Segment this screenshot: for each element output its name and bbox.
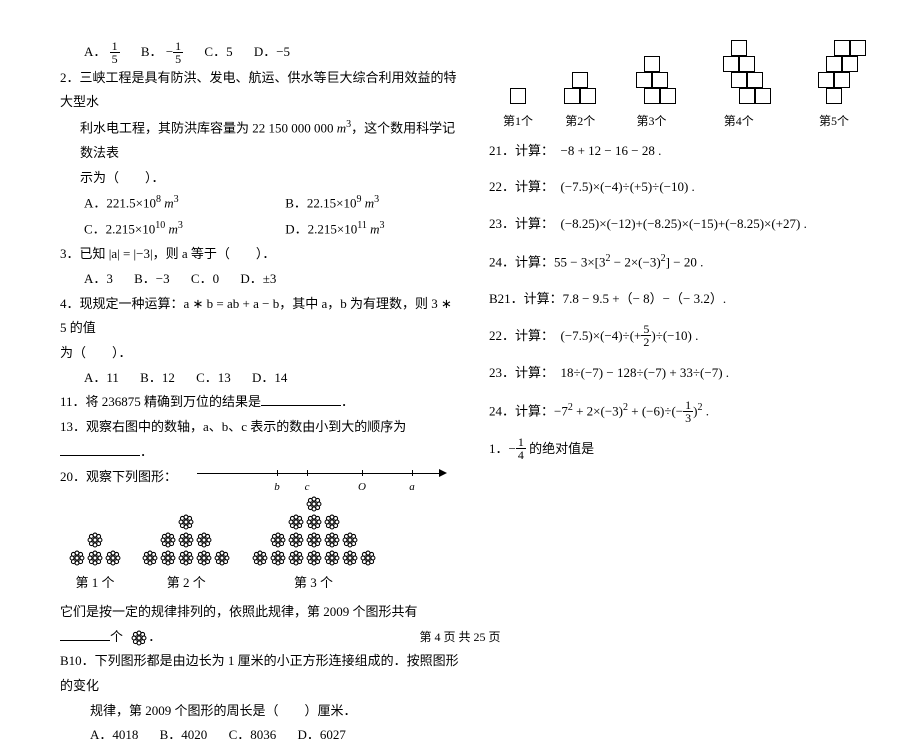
b10-1: B10．下列图形都是由边长为 1 厘米的小正方形连接组成的．按照图形的变化 — [60, 649, 459, 698]
q1-D: D．−5 — [254, 40, 290, 65]
q1-options: A． 15 B． −15 C．5 D．−5 — [60, 40, 459, 66]
q11-blank — [261, 394, 341, 407]
shapes-figures: 第1个 第2个 第3个 — [489, 40, 880, 133]
q2-A: A．221.5×108 m3 — [84, 190, 264, 216]
q20-stem: 20．观察下列图形： — [60, 465, 177, 490]
shape-1: 第1个 — [503, 88, 533, 133]
r-24b: 24．计算：−72 + 2×(−3)2 + (−6)÷(−13)2 . — [489, 398, 880, 425]
q4-stem1: 4．现规定一种运算：a ∗ b = ab + a − b，其中 a，b 为有理数… — [60, 292, 459, 341]
shape-3: 第3个 — [628, 56, 676, 133]
q1-B-frac: 15 — [173, 40, 183, 65]
q1-A-frac: 15 — [110, 40, 120, 65]
q2-stem3: 示为（ ）． — [60, 166, 459, 191]
q1-A-pre: A． — [84, 44, 106, 59]
q4-stem2: 为（ ）． — [60, 341, 459, 366]
q2-stem1: 2．三峡工程是具有防洪、发电、航运、供水等巨大综合利用效益的特大型水 — [60, 66, 459, 115]
r-23b: 23．计算： 18÷(−7) − 128÷(−7) + 33÷(−7) . — [489, 361, 880, 386]
q2-D: D．2.215×1011 m3 — [285, 216, 384, 242]
q4-options: A．11 B．12 C．13 D．14 — [60, 366, 459, 391]
shape-4: 第4个 — [707, 40, 771, 133]
r-22b: 22．计算： (−7.5)×(−4)÷(+52)÷(−10) . — [489, 324, 880, 350]
r-24: 24．计算：55 − 3×[32 − 2×(−3)2] − 20 . — [489, 249, 880, 275]
q3-options: A．3 B．−3 C．0 D．±3 — [60, 267, 459, 292]
q20-figures: 第 1 个 第 2 个 第 3 个 — [60, 493, 459, 598]
r-23: 23．计算： (−8.25)×(−12)+(−8.25)×(−15)+(−8.2… — [489, 212, 880, 237]
flower-fig-1: 第 1 个 — [68, 531, 122, 596]
q13-blank — [60, 443, 140, 456]
q2-B: B．22.15×109 m3 — [285, 190, 379, 216]
q3-stem: 3．已知 |a| = |−3|，则 a 等于（ ）． — [60, 242, 459, 267]
b10-2: 规律，第 2009 个图形的周长是（ ）厘米． — [60, 699, 459, 724]
q2-C: C．2.215×1010 m3 — [84, 216, 264, 242]
r-21: 21．计算： −8 + 12 − 16 − 28 . — [489, 139, 880, 164]
q20-row: 20．观察下列图形： bcOa — [60, 465, 459, 490]
r-b21: B21．计算：7.8 − 9.5 +（− 8）−（− 3.2）. — [489, 287, 880, 312]
q1-C: C．5 — [204, 40, 232, 65]
number-line-diagram: bcOa — [197, 465, 457, 489]
q13: 13．观察右图中的数轴，a、b、c 表示的数由小到大的顺序为． — [60, 415, 459, 464]
r-22: 22．计算： (−7.5)×(−4)÷(+5)÷(−10) . — [489, 175, 880, 200]
r-q1: 1．−14 的绝对值是 — [489, 437, 880, 463]
b10-opts: A．4018 B．4020 C．8036 D．6027 — [60, 723, 459, 748]
shape-2: 第2个 — [564, 72, 596, 133]
q11: 11．将 236875 精确到万位的结果是． — [60, 390, 459, 415]
page-footer: 第 4 页 共 25 页 — [0, 628, 920, 645]
flower-fig-2: 第 2 个 — [141, 513, 231, 596]
flower-fig-3: 第 3 个 — [251, 495, 377, 596]
q2-stem2: 利水电工程，其防洪库容量为 22 150 000 000 m3，这个数用科学记数… — [60, 115, 459, 166]
shape-5: 第5个 — [802, 40, 866, 133]
q1-B-pre: B． — [141, 44, 163, 59]
